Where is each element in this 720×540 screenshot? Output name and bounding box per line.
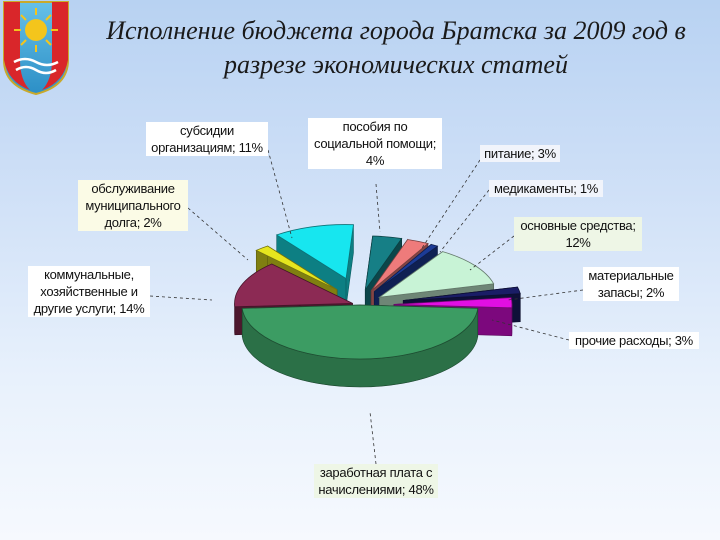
label-social-benefits: пособия по социальной помощи; 4% xyxy=(308,118,442,169)
page-title: Исполнение бюджета города Братска за 200… xyxy=(106,16,686,79)
label-medicine: медикаменты; 1% xyxy=(489,180,603,197)
leader-line-benefits xyxy=(375,183,381,233)
city-emblem-logo xyxy=(3,1,69,96)
label-debt-service: обслуживание муниципального долга; 2% xyxy=(78,180,188,231)
label-subsidies: субсидии организациям; 11% xyxy=(146,122,268,156)
leader-line-other xyxy=(491,319,570,341)
pie-slice-salary xyxy=(241,304,479,388)
leader-line-food xyxy=(421,159,481,249)
label-other-expenses: прочие расходы; 3% xyxy=(569,332,699,349)
label-utilities: коммунальные, хозяйственные и другие усл… xyxy=(28,266,150,317)
leader-line-salary xyxy=(369,411,377,465)
leader-line-fixed-assets xyxy=(469,235,515,271)
leader-line-subsidies xyxy=(267,149,293,239)
label-food: питание; 3% xyxy=(480,145,560,162)
leader-line-medicine xyxy=(439,189,490,253)
label-salary: заработная плата с начислениями; 48% xyxy=(314,464,438,498)
label-materials: материальные запасы; 2% xyxy=(583,267,679,301)
leader-line-materials xyxy=(507,289,584,301)
leader-line-utilities xyxy=(149,295,213,301)
label-fixed-assets: основные средства; 12% xyxy=(514,217,642,251)
leader-line-debt xyxy=(187,207,249,261)
